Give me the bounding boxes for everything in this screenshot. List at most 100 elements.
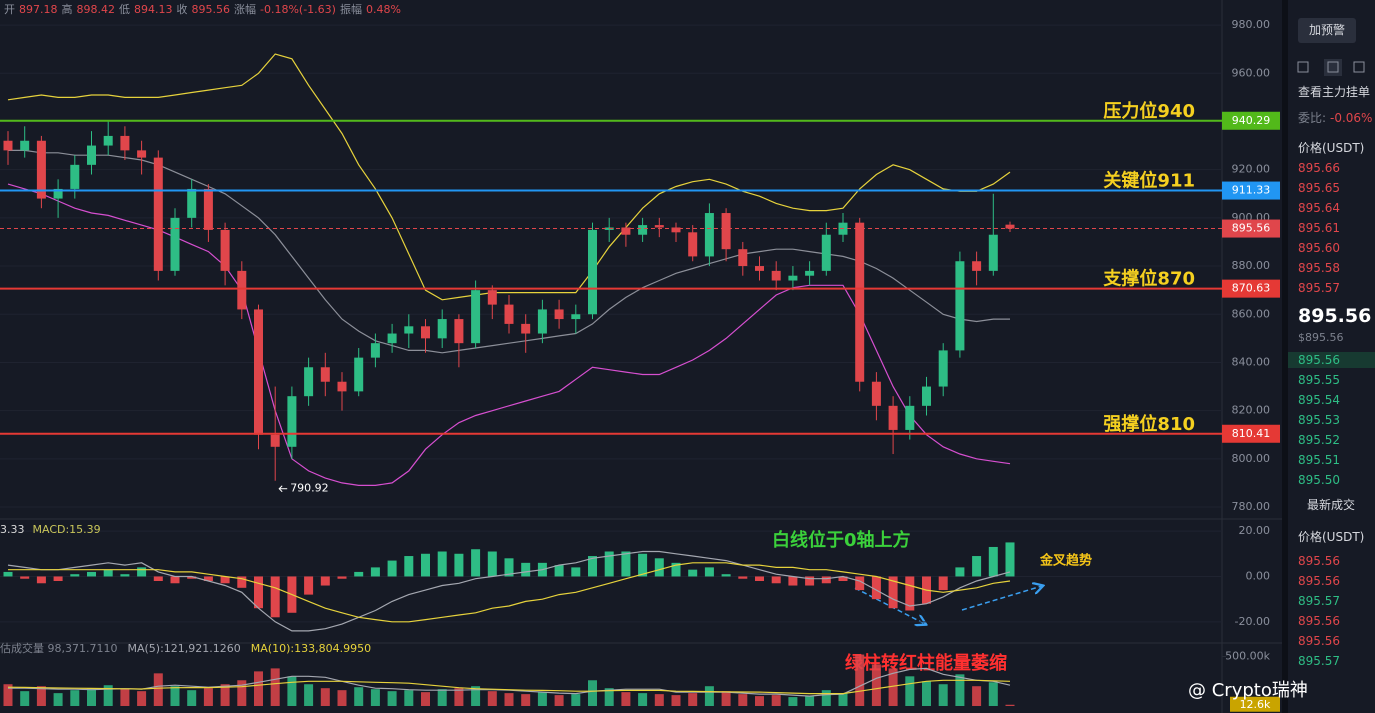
macd-bar	[254, 576, 263, 609]
candle-body	[36, 140, 46, 199]
macd-bar	[721, 574, 731, 577]
trade-price: 895.56	[1298, 634, 1340, 648]
y-tick-label: 20.00	[1239, 524, 1271, 537]
level-label: 压力位940	[1103, 100, 1195, 122]
volume-bar	[504, 693, 514, 706]
macd-bar	[938, 576, 948, 591]
volume-bar	[554, 695, 564, 706]
volume-bar	[721, 691, 731, 706]
ask-price: 895.66	[1298, 161, 1340, 175]
indicator-line	[7, 550, 1011, 632]
volume-bar	[972, 686, 982, 706]
alert-button[interactable]: 加预警	[1298, 18, 1356, 43]
macd-bar	[521, 562, 531, 577]
volume-bar	[704, 686, 714, 706]
price-tag	[1222, 424, 1280, 443]
last-price: 895.56	[1298, 305, 1372, 327]
bid-price: 895.50	[1298, 473, 1340, 487]
candle-body	[454, 319, 464, 344]
macd-bar	[704, 567, 714, 577]
macd-bar	[404, 556, 414, 577]
ratio-label: 委比:	[1298, 111, 1327, 125]
candle-body	[788, 275, 798, 281]
candle-body	[220, 229, 230, 271]
annotation: 金叉趋势	[1039, 553, 1092, 569]
candle-body	[87, 145, 96, 165]
price-header: 价格(USDT)	[1298, 141, 1365, 155]
candle-body	[471, 290, 481, 344]
candle-body	[237, 270, 247, 310]
volume-bar	[387, 691, 397, 706]
macd-bar	[571, 567, 581, 577]
ask-price: 895.57	[1298, 281, 1340, 295]
header: 3.33 MACD:15.39	[0, 523, 101, 536]
candle-body	[671, 227, 681, 233]
macd-bar	[153, 576, 163, 581]
candle-body	[120, 135, 130, 151]
chart: 780.00800.00820.00840.00860.00880.00900.…	[0, 0, 1282, 713]
header-item: MACD:15.39	[33, 523, 101, 536]
candle-body	[320, 367, 330, 382]
header-item: 895.56	[192, 3, 231, 16]
candle-body	[621, 227, 631, 235]
macd-bar	[755, 576, 764, 581]
volume-bar	[87, 688, 96, 706]
volume-bar	[805, 696, 815, 706]
candle-body	[504, 304, 514, 324]
background	[0, 0, 1282, 713]
volume-bar	[287, 676, 297, 706]
candle-body	[53, 188, 63, 199]
candle-body	[421, 326, 430, 339]
candle-body	[988, 234, 998, 271]
bid-price: 895.55	[1298, 373, 1340, 387]
header-item: 894.13	[134, 3, 173, 16]
macd-bar	[437, 551, 447, 577]
candle-body	[187, 188, 197, 218]
volume-bar	[571, 694, 581, 706]
orderbook-link[interactable]: 查看主力挂单	[1298, 85, 1371, 99]
volume-bar	[203, 688, 213, 706]
header-item: 收	[177, 2, 188, 16]
trade-price: 895.56	[1298, 574, 1340, 588]
macd-bar	[588, 556, 597, 577]
y-tick-label: 800.00	[1232, 452, 1271, 465]
candle-body	[387, 333, 397, 344]
volume-bar	[604, 688, 614, 706]
ask-price: 895.58	[1298, 261, 1340, 275]
candle-body	[588, 229, 597, 315]
indicator-line	[8, 562, 1011, 623]
trade-price: 895.57	[1298, 654, 1340, 668]
header: 开 897.18 高 898.42 低 894.13 收 895.56 涨幅 -0.18%(-1.…	[4, 2, 401, 16]
header-item: MA(10):133,804.9950	[251, 642, 371, 655]
volume-bar	[70, 690, 80, 706]
candle-body	[554, 309, 564, 320]
level-label: 支撑位870	[1102, 268, 1195, 290]
volume-bar	[521, 694, 531, 706]
candle-body	[721, 213, 731, 250]
volume-bar	[654, 694, 664, 706]
candle-body	[3, 140, 13, 151]
trades-title: 最新成交	[1307, 498, 1356, 512]
candle-body	[905, 405, 915, 430]
trade-price: 895.57	[1298, 594, 1340, 608]
icon	[1297, 61, 1309, 73]
macd-bar	[955, 567, 965, 577]
volume-bar	[137, 691, 147, 706]
volume-bar	[370, 689, 380, 706]
volume-bar	[471, 686, 481, 706]
macd-bar	[838, 576, 848, 581]
y-tick-label: 920.00	[1232, 163, 1271, 176]
volume-bar	[788, 697, 798, 706]
volume-bar	[938, 684, 948, 706]
macd-bar	[972, 556, 982, 577]
candle-body	[755, 266, 764, 271]
macd-bar	[187, 576, 197, 579]
volume-bar	[821, 690, 831, 706]
macd-bar	[487, 551, 497, 577]
candle-body	[337, 381, 347, 392]
volume-bar	[905, 676, 915, 706]
macd-bar	[554, 565, 564, 577]
bid-price: 895.53	[1298, 413, 1340, 427]
annotation: 白线位于0轴上方	[772, 529, 911, 551]
